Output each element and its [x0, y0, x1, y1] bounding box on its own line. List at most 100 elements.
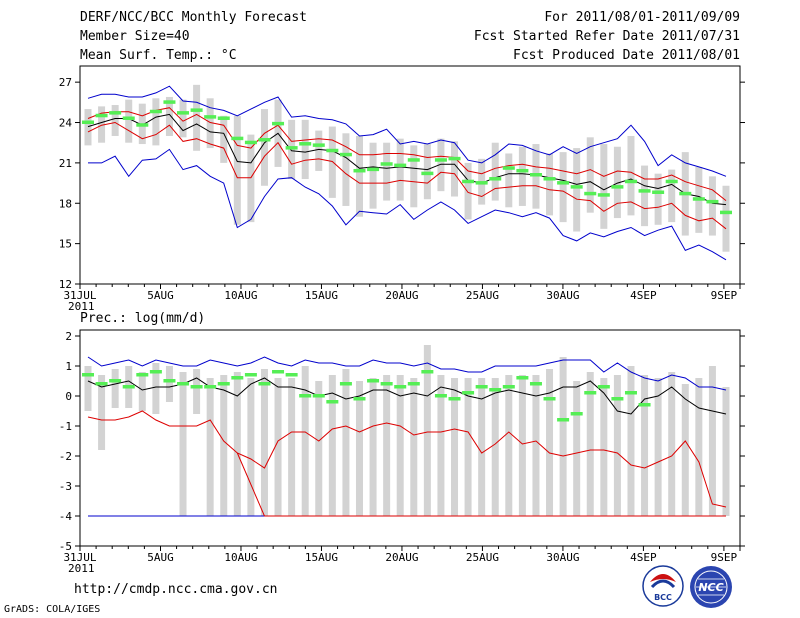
temp-y-tick-label: 27	[59, 76, 72, 89]
forecast-period: For 2011/08/01-2011/09/09	[544, 10, 740, 25]
prec-spread-box	[247, 378, 255, 516]
website-url[interactable]: http://cmdp.ncc.cma.gov.cn	[74, 582, 278, 597]
prec-spread-box	[464, 378, 472, 516]
top-panel-variable-label: Mean Surf. Temp.: °C	[80, 48, 237, 63]
prec-spread-box	[206, 378, 214, 516]
temp-obs-mark	[638, 189, 651, 193]
member-size-label: Member Size=40	[80, 29, 190, 44]
prec-obs-mark	[367, 379, 380, 383]
prec-x-tick-label: 5AUG	[147, 551, 174, 564]
prec-spread-box	[328, 375, 336, 516]
prec-spread-box	[451, 378, 459, 516]
temp-obs-mark	[339, 152, 352, 157]
prec-obs-mark	[462, 391, 475, 395]
prec-frame	[79, 329, 741, 547]
prec-obs-mark	[557, 418, 570, 422]
prec-spread-box	[573, 381, 581, 516]
prec-spread-box	[260, 369, 268, 516]
temp-obs-mark	[299, 142, 312, 146]
temp-spread-box	[247, 134, 255, 223]
prec-spread-box	[668, 372, 676, 516]
prec-spread-box	[301, 366, 309, 516]
prec-spread-box	[98, 375, 106, 450]
temp-spread-box	[301, 119, 309, 180]
temp-obs-mark	[489, 177, 502, 181]
temp-spread-box	[654, 173, 662, 225]
temp-spread-box	[423, 144, 431, 200]
prec-x-tick-label: 10AUG	[224, 551, 257, 564]
prec-obs-mark	[231, 376, 244, 380]
prec-y-tick-label: -4	[59, 510, 73, 523]
prec-x-tick-label: 4SEP	[630, 551, 657, 564]
temp-spread-box	[315, 130, 323, 171]
prec-y-tick-label: 2	[65, 330, 72, 343]
temp-obs-mark	[312, 143, 325, 147]
temp-spread-box	[165, 96, 173, 136]
prec-spread-box	[84, 366, 92, 411]
prec-spread-box	[383, 375, 391, 516]
temp-spread-box	[355, 135, 363, 217]
prec-obs-mark	[326, 400, 339, 404]
temp-obs-mark	[136, 123, 149, 127]
temp-spread-box	[98, 106, 106, 143]
prec-obs-mark	[163, 379, 176, 383]
temp-obs-mark	[720, 210, 732, 215]
temp-obs-mark	[502, 166, 515, 170]
temp-obs-mark	[692, 197, 705, 201]
temp-spread-box	[437, 138, 445, 192]
temp-obs-mark	[380, 162, 393, 166]
prec-y-tick-label: -3	[59, 480, 72, 493]
temp-spread-box	[396, 138, 404, 201]
temp-obs-mark	[624, 179, 637, 184]
temp-spread-box	[383, 142, 391, 201]
temp-obs-mark	[190, 108, 203, 112]
prec-obs-mark	[312, 394, 325, 398]
prec-spread-box	[220, 375, 228, 516]
temp-spread-box	[111, 105, 119, 136]
forecast-started-date: Fcst Started Refer Date 2011/07/31	[473, 29, 740, 44]
temp-x-year-label: 2011	[68, 300, 95, 313]
prec-spread-box	[654, 378, 662, 516]
temp-spread-box	[722, 185, 730, 252]
prec-mean-line	[87, 377, 727, 415]
temp-obs-mark	[109, 111, 122, 115]
prec-obs-mark	[516, 376, 529, 380]
prec-spread-box	[342, 369, 350, 516]
bottom-panel-variable-label: Prec.: log(mm/d)	[80, 311, 205, 326]
temp-spread-box	[451, 141, 459, 197]
temp-x-tick-label: 31JUL	[63, 289, 96, 302]
prec-obs-mark	[570, 412, 583, 416]
temp-obs-mark	[177, 111, 190, 115]
temp-spread-box	[518, 146, 526, 206]
prec-obs-mark	[190, 385, 203, 389]
temp-obs-mark	[597, 193, 610, 197]
temp-spread-box	[464, 162, 472, 220]
temp-obs-mark	[462, 179, 475, 184]
temperature-panel: 12 15 18 21 24 27 31JUL 5AUG 10AUG 15AUG 20AUG 25AU…	[59, 65, 745, 313]
temp-obs-mark	[163, 100, 176, 104]
temp-obs-mark	[353, 168, 366, 173]
temp-spread-box	[410, 145, 418, 208]
temp-obs-mark	[448, 156, 461, 161]
temp-spread-box	[233, 115, 241, 225]
ncc-logo-text: NCC	[698, 581, 723, 594]
prec-obs-mark	[529, 382, 542, 386]
prec-obs-mark	[502, 385, 515, 389]
prec-spread-box	[437, 375, 445, 516]
ncc-logo: NCC	[690, 566, 732, 608]
prec-obs-mark	[475, 385, 488, 389]
temp-obs-mark	[272, 121, 285, 126]
prec-spread-box	[518, 375, 526, 516]
prec-obs-mark	[95, 382, 108, 386]
forecast-produced-date: Fcst Produced Date 2011/08/01	[513, 48, 740, 63]
prec-x-tick-label: 30AUG	[546, 551, 579, 564]
temp-y-tick-label: 21	[59, 157, 72, 170]
prec-obs-mark	[638, 403, 651, 407]
temp-x-tick-label: 25AUG	[466, 289, 499, 302]
prec-y-tick-label: 1	[65, 360, 72, 373]
temp-x-tick-label: 4SEP	[630, 289, 657, 302]
prec-obs-mark	[244, 373, 257, 377]
grads-credit: GrADS: COLA/IGES	[4, 604, 101, 615]
temp-spread-box	[220, 115, 228, 163]
prec-obs-mark	[448, 397, 461, 401]
